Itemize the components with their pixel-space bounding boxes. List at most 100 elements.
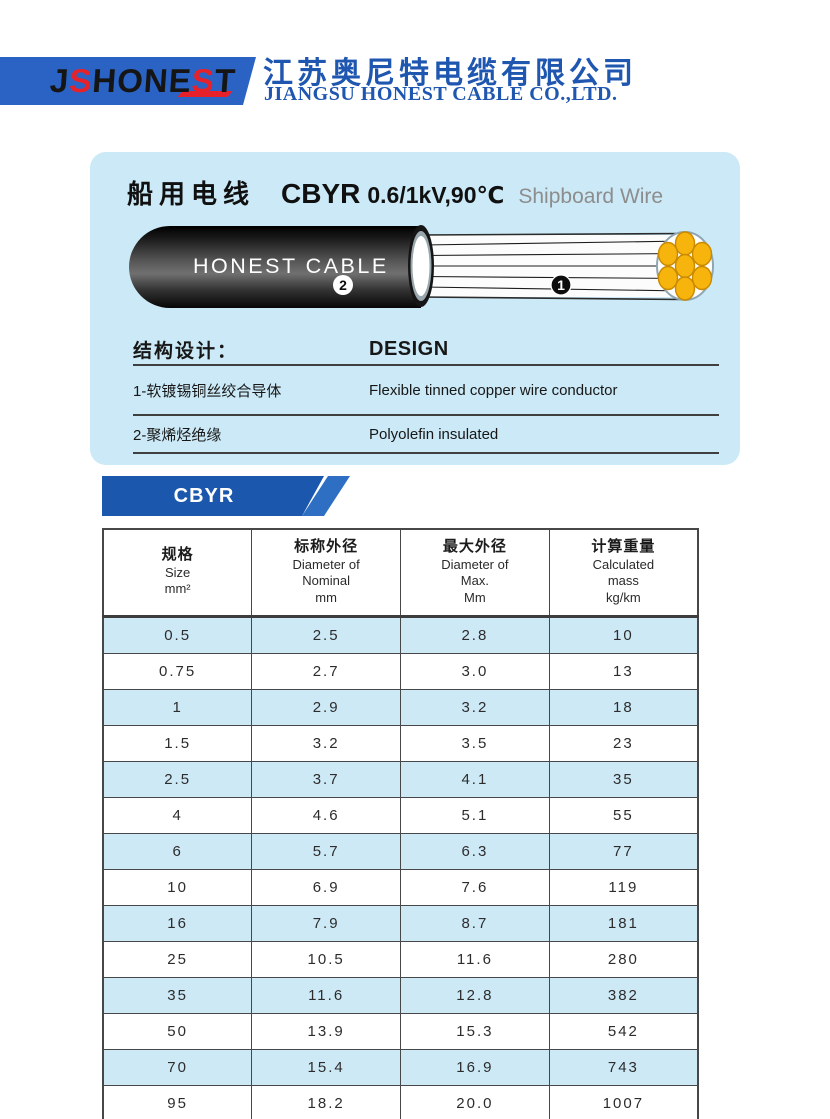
table-cell: 11.6 (251, 977, 401, 1015)
table-cell: 35 (102, 977, 253, 1015)
table-cell: 542 (548, 1013, 699, 1051)
column-header: 计算重量 Calculated mass kg/km (548, 528, 699, 619)
table-cell: 119 (548, 869, 699, 907)
table-cell: 1.5 (102, 725, 253, 763)
table-cell: 12.8 (400, 977, 550, 1015)
product-model-code: CBYR (281, 178, 361, 209)
table-cell: 6.9 (251, 869, 401, 907)
table-cell: 3.2 (251, 725, 401, 763)
column-header-line: Diameter of (292, 556, 360, 572)
table-cell: 4.6 (251, 797, 401, 835)
table-cell: 2.5 (102, 761, 253, 799)
design-header: 结构设计： DESIGN (133, 334, 719, 366)
series-tab-label: CBYR (173, 484, 235, 507)
column-header-cn: 标称外径 (294, 538, 359, 555)
column-header-line: mass (607, 573, 639, 589)
table-cell: 25 (102, 941, 253, 979)
table-row: 4 4.6 5.1 55 (102, 797, 699, 835)
table-cell: 13 (548, 653, 699, 691)
product-title-en: Shipboard Wire (518, 185, 664, 208)
table-cell: 0.75 (102, 653, 253, 691)
logo-letter: S (190, 62, 217, 99)
column-header: 最大外径 Diameter of Max. Mm (400, 528, 550, 619)
column-header-line: Max. (460, 573, 489, 589)
design-row: 1-软镀锡铜丝绞合导体 Flexible tinned copper wire … (133, 366, 719, 416)
column-header-cn: 规格 (161, 546, 194, 564)
table-cell: 55 (548, 797, 699, 835)
design-item-cn: 1-软镀锡铜丝绞合导体 (133, 382, 282, 400)
table-cell: 23 (548, 725, 699, 763)
svg-text:2: 2 (339, 277, 347, 293)
table-cell: 6.3 (400, 833, 550, 871)
cable-cross-section (656, 231, 714, 301)
column-header-line: Diameter of (441, 556, 509, 572)
table-cell: 13.9 (251, 1013, 401, 1051)
table-row: 0.5 2.5 2.8 10 (102, 616, 699, 655)
design-section: 结构设计： DESIGN 1-软镀锡铜丝绞合导体 Flexible tinned… (133, 334, 719, 454)
table-row: 25 10.5 11.6 280 (102, 941, 699, 979)
product-model-spec: 0.6/1kV,90℃ (367, 182, 505, 208)
company-name-en: JIANGSU HONEST CABLE CO.,LTD. (264, 83, 618, 105)
table-cell: 2.9 (251, 689, 401, 727)
logo-letter: N (142, 62, 171, 99)
table-cell: 3.2 (400, 689, 550, 727)
marker-1-icon: 1 (550, 274, 572, 296)
table-cell: 35 (548, 761, 699, 799)
column-header-line: Mm (464, 589, 486, 605)
table-cell: 2.5 (251, 616, 401, 655)
table-cell: 7.9 (251, 905, 401, 943)
series-tab: CBYR (102, 476, 324, 516)
table-row: 2.5 3.7 4.1 35 (102, 761, 699, 799)
design-item-cn: 2-聚烯烃绝缘 (133, 426, 222, 444)
product-title-cn: 船用电线 (127, 179, 256, 209)
table-row: 6 5.7 6.3 77 (102, 833, 699, 871)
product-panel: 船用电线 CBYR 0.6/1kV,90℃ Shipboard Wire (90, 152, 740, 465)
table-cell: 50 (102, 1013, 253, 1051)
column-header: 规格 Size mm² (102, 528, 253, 619)
design-row: 2-聚烯烃绝缘 Polyolefin insulated (133, 416, 719, 454)
table-cell: 18 (548, 689, 699, 727)
product-title: 船用电线 CBYR 0.6/1kV,90℃ Shipboard Wire (127, 174, 663, 211)
cable-brand-text: HONEST CABLE (193, 254, 389, 278)
table-row: 95 18.2 20.0 1007 (102, 1085, 699, 1119)
copper-strands (657, 231, 713, 301)
column-header-line: Calculated (592, 556, 655, 572)
table-row: 16 7.9 8.7 181 (102, 905, 699, 943)
table-cell: 1 (102, 689, 253, 727)
table-cell: 95 (102, 1085, 253, 1119)
table-cell: 8.7 (400, 905, 550, 943)
logo-letter: O (115, 62, 146, 99)
table-cell: 11.6 (400, 941, 550, 979)
column-header-line: mm (315, 589, 337, 605)
table-row: 0.75 2.7 3.0 13 (102, 653, 699, 691)
column-header-cn: 最大外径 (442, 538, 507, 555)
table-cell: 4 (102, 797, 253, 835)
logo-letter: S (68, 62, 94, 99)
table-cell: 0.5 (102, 616, 253, 655)
design-item-en: Polyolefin insulated (369, 425, 499, 443)
table-cell: 382 (548, 977, 699, 1015)
company-name-cn: 江苏奥尼特电缆有限公司 (263, 57, 637, 90)
table-cell: 6 (102, 833, 253, 871)
jacket-opening (408, 225, 434, 307)
table-cell: 20.0 (400, 1085, 550, 1119)
column-header-line: mm² (164, 581, 191, 597)
column-header: 标称外径 Diameter of Nominal mm (251, 528, 401, 619)
table-cell: 70 (102, 1049, 253, 1087)
design-heading-cn: 结构设计： (133, 340, 239, 362)
spec-table-header-row: 规格 Size mm² 标称外径 Diameter of Nominal mm 最大外径 Dia… (102, 528, 699, 619)
table-row: 1 2.9 3.2 18 (102, 689, 699, 727)
table-cell: 7.6 (400, 869, 550, 907)
table-cell: 280 (548, 941, 699, 979)
table-row: 10 6.9 7.6 119 (102, 869, 699, 907)
table-row: 35 11.6 12.8 382 (102, 977, 699, 1015)
table-cell: 77 (548, 833, 699, 871)
cable-illustration: HONEST CABLE 2 1 (129, 225, 714, 308)
table-row: 1.5 3.2 3.5 23 (102, 725, 699, 763)
table-cell: 1007 (548, 1085, 699, 1119)
table-cell: 18.2 (251, 1085, 401, 1119)
table-cell: 10 (102, 869, 253, 907)
